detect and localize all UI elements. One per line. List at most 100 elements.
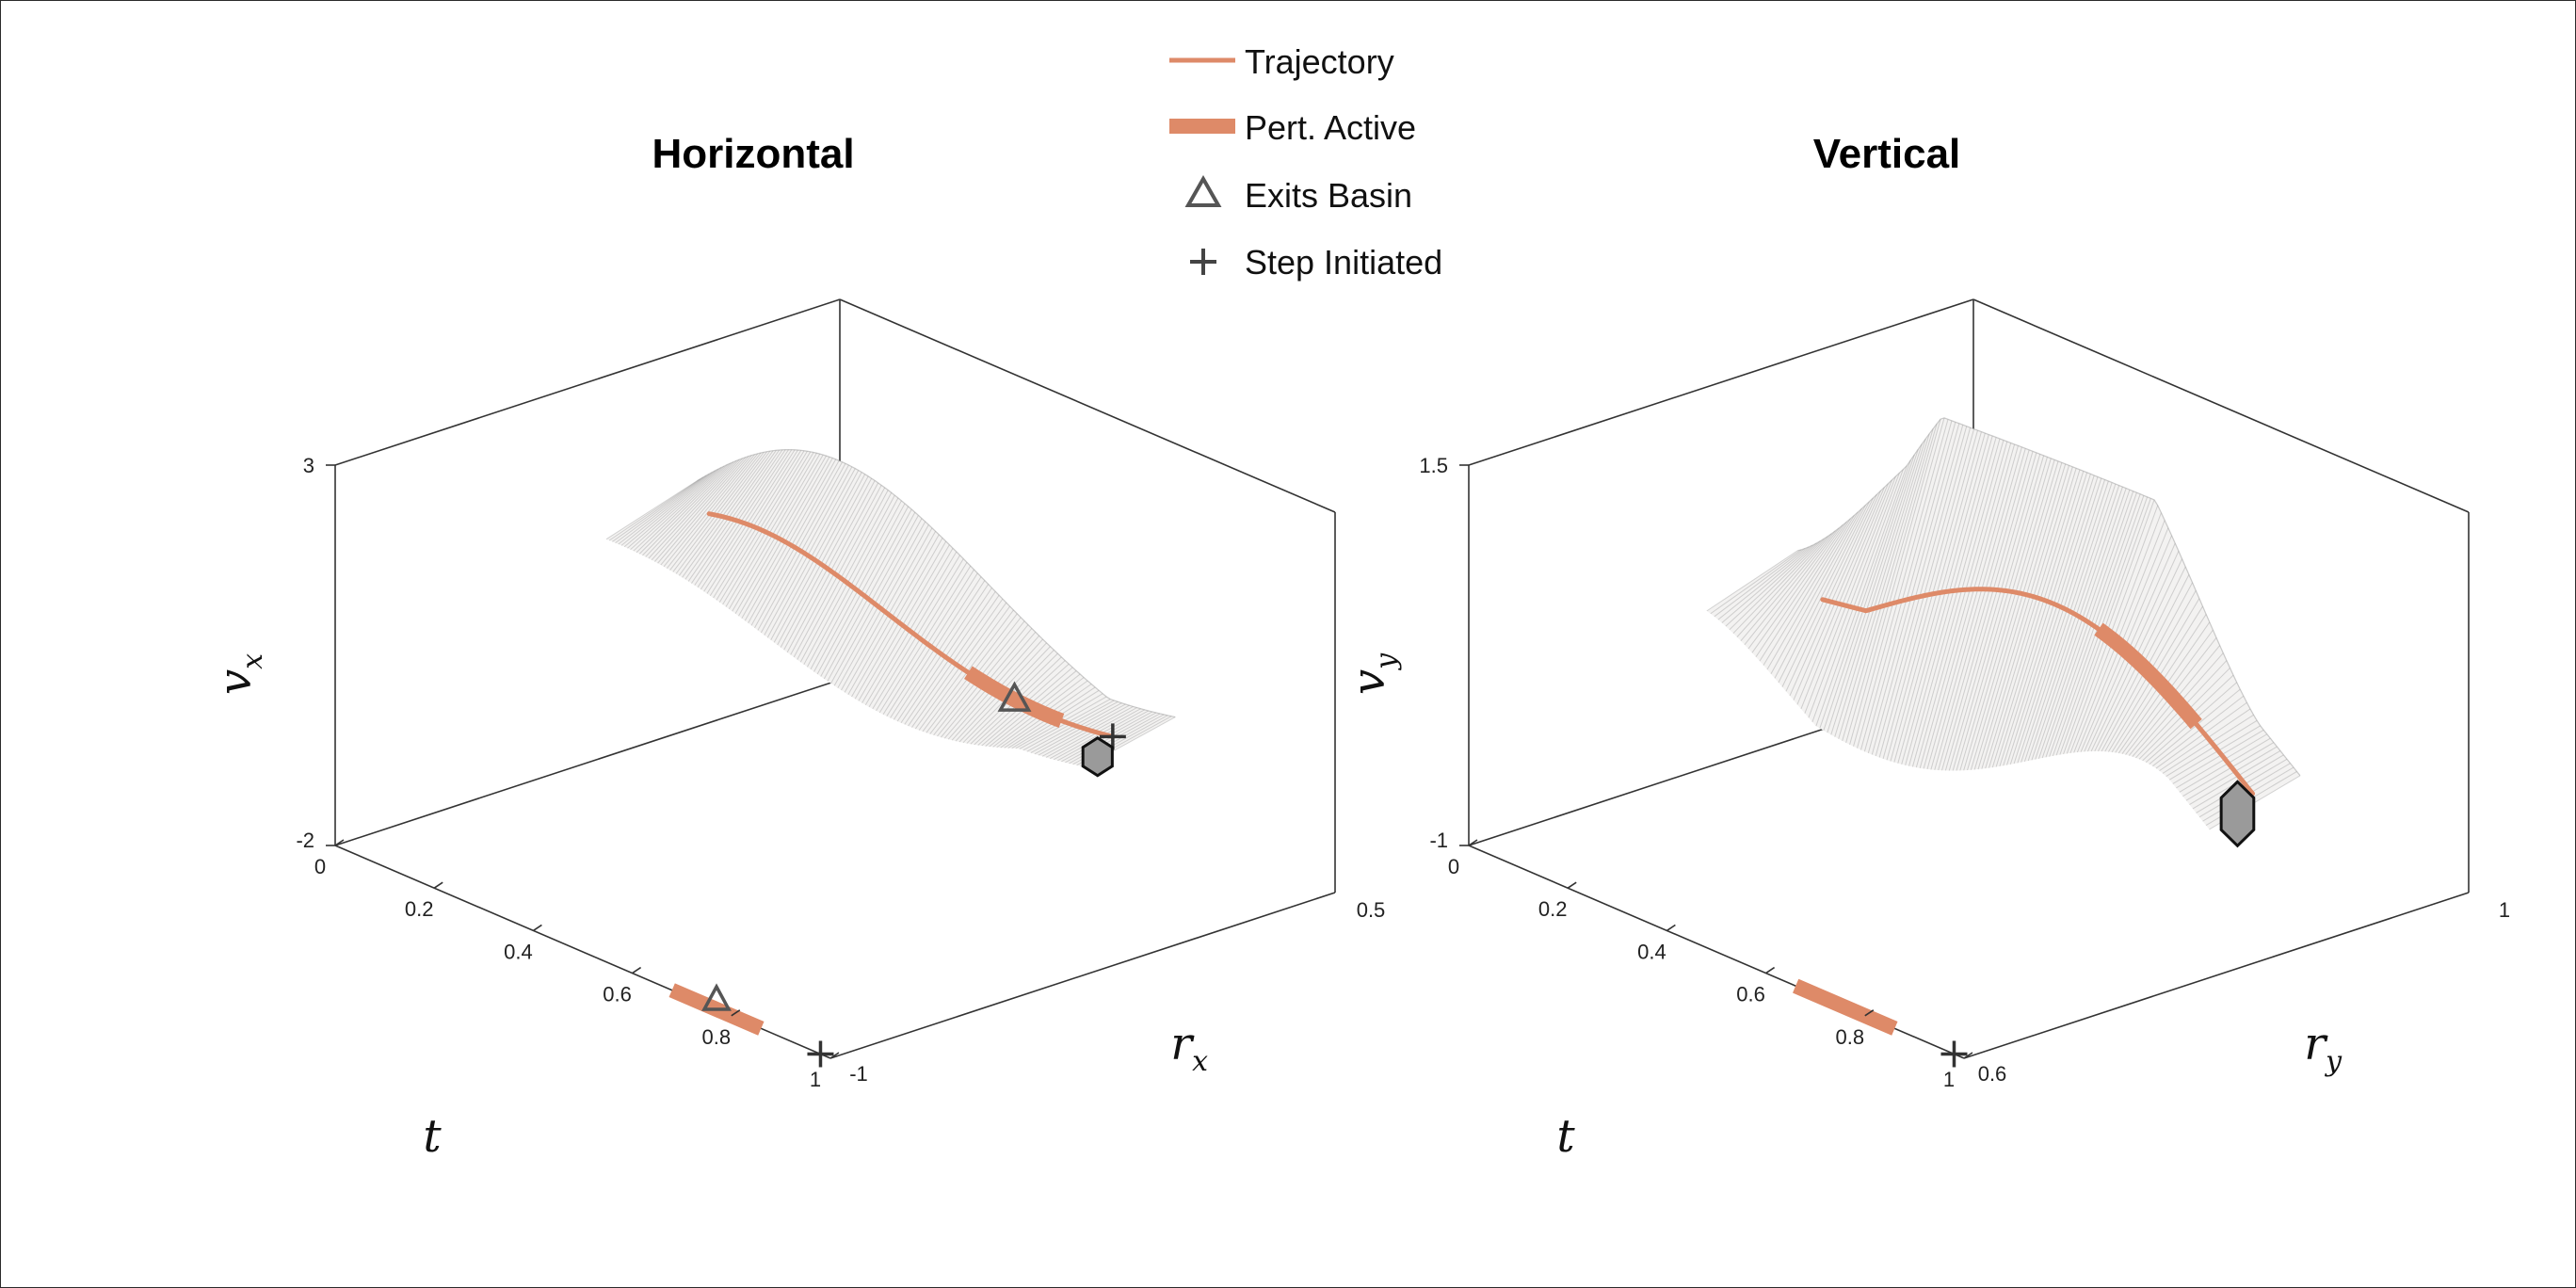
r-tick-label: 1 bbox=[2499, 898, 2510, 922]
surface-mesh-line bbox=[816, 506, 910, 675]
surface-mesh-line bbox=[1815, 465, 1908, 727]
legend-pert-active-label: Pert. Active bbox=[1245, 108, 1416, 147]
surface-mesh-line bbox=[1819, 459, 1911, 729]
surface-mesh-line bbox=[780, 477, 873, 648]
surface-mesh-line bbox=[766, 470, 860, 638]
surface-mesh-line bbox=[638, 462, 732, 555]
t-tick-label: 0.2 bbox=[405, 897, 434, 921]
surface-mesh-line bbox=[1941, 451, 2034, 771]
surface-mesh-line bbox=[722, 452, 814, 605]
surface-mesh-line bbox=[660, 455, 752, 566]
surface-mesh-line bbox=[636, 464, 728, 554]
v-axis-label: vx bbox=[209, 653, 269, 695]
surface-mesh-line bbox=[1785, 493, 1877, 692]
surface-mesh-line bbox=[1860, 420, 1953, 750]
surface-mesh-line bbox=[1908, 438, 2001, 766]
t-tick-mark bbox=[1468, 839, 1478, 846]
surface-mesh-line bbox=[1793, 487, 1885, 700]
t-tick-mark bbox=[829, 1052, 840, 1059]
surface-mesh-line bbox=[876, 562, 968, 712]
axis-box-edge bbox=[334, 679, 841, 846]
surface-mesh-line bbox=[678, 450, 771, 576]
surface-mesh-line bbox=[1789, 491, 1881, 697]
legend-triangle-icon bbox=[1184, 174, 1222, 207]
surface-mesh-line bbox=[2063, 499, 2155, 755]
surface-mesh-line bbox=[2162, 714, 2254, 774]
surface-mesh-line bbox=[1845, 424, 1938, 744]
surface-mesh-line bbox=[1706, 550, 1798, 612]
surface-mesh-line bbox=[1985, 468, 2077, 769]
surface-mesh-line bbox=[1875, 426, 1968, 757]
surface-mesh-line bbox=[1967, 460, 2059, 771]
panel-title: Horizontal bbox=[652, 131, 854, 177]
surface-mesh-line bbox=[744, 459, 837, 621]
surface-mesh-line bbox=[608, 478, 700, 541]
surface-mesh-line bbox=[675, 451, 767, 574]
panel-horizontal: Horizontal 0 0.2 0.4 0.6 0.8 1 -1 0.5 -2 3 t rx vx bbox=[209, 131, 1385, 1163]
surface-mesh-line bbox=[1863, 422, 1956, 752]
exits-basin-triangle-icon bbox=[997, 681, 1032, 712]
surface-mesh-line bbox=[2052, 495, 2145, 757]
surface-mesh-line bbox=[790, 485, 882, 655]
v-tick-label: 1.5 bbox=[1419, 454, 1448, 477]
surface-mesh-line bbox=[1897, 434, 1989, 764]
surface-mesh-line bbox=[663, 454, 755, 568]
legend-trajectory-label: Trajectory bbox=[1245, 42, 1394, 81]
surface-mesh-line bbox=[813, 503, 906, 672]
surface-mesh-line bbox=[2182, 742, 2275, 797]
surface-mesh-line bbox=[770, 472, 862, 641]
t-axis-label: t bbox=[423, 1110, 442, 1163]
t-tick-mark bbox=[731, 1009, 741, 1017]
surface-mesh-line bbox=[2066, 505, 2159, 754]
surface-mesh-line bbox=[709, 450, 802, 596]
t-tick-mark bbox=[1666, 924, 1676, 932]
surface-mesh-line bbox=[1853, 417, 1945, 747]
surface-mesh-line bbox=[1842, 428, 1934, 741]
panel-title: Vertical bbox=[1813, 131, 1961, 177]
surface-mesh-line bbox=[633, 465, 725, 552]
surface-mesh-line bbox=[1717, 546, 1810, 620]
surface-mesh-line bbox=[799, 492, 893, 663]
end-hexagon-icon bbox=[1081, 735, 1114, 778]
surface-mesh-line bbox=[669, 452, 762, 571]
t-tick-label: 0.6 bbox=[603, 983, 632, 1006]
surface-mesh-line bbox=[741, 458, 833, 619]
surface-mesh-line bbox=[786, 482, 879, 653]
surface-mesh-line bbox=[864, 551, 958, 705]
surface-mesh-line bbox=[2159, 708, 2251, 772]
surface-mesh-line bbox=[1811, 469, 1904, 723]
surface-mesh-line bbox=[630, 467, 722, 551]
surface-mesh-line bbox=[605, 480, 698, 540]
surface-mesh-line bbox=[1838, 433, 1930, 739]
surface-mesh-line bbox=[833, 521, 926, 686]
surface-mesh-line bbox=[1911, 440, 2004, 767]
surface-mesh-line bbox=[1973, 463, 2067, 770]
surface-mesh-line bbox=[1827, 449, 1919, 733]
surface-mesh-line bbox=[1849, 418, 1941, 746]
surface-mesh-line bbox=[700, 449, 793, 590]
surface-mesh-line bbox=[777, 475, 869, 646]
surface-mesh-line bbox=[1893, 432, 1986, 763]
t-tick-mark bbox=[433, 881, 443, 889]
surface-mesh-line bbox=[878, 565, 972, 714]
surface-mesh-line bbox=[823, 511, 916, 680]
surface-mesh-line bbox=[793, 487, 886, 658]
t-tick-label: 0 bbox=[314, 855, 326, 878]
surface-mesh-line bbox=[872, 558, 964, 710]
surface-mesh-line bbox=[1901, 435, 1993, 765]
surface-mesh-line bbox=[2176, 733, 2268, 789]
surface-mesh-line bbox=[2023, 483, 2117, 763]
axis-box-edge bbox=[839, 298, 1336, 513]
surface-mesh-line bbox=[1781, 497, 1874, 687]
surface-mesh-line bbox=[691, 449, 783, 584]
surface-mesh-line bbox=[1923, 443, 2016, 769]
t-tick-mark bbox=[632, 966, 642, 974]
surface-mesh-line bbox=[2009, 477, 2102, 765]
surface-mesh-line bbox=[1938, 449, 2030, 771]
t-axis-label: t bbox=[1556, 1110, 1575, 1163]
surface-mesh-line bbox=[694, 449, 786, 586]
surface-mesh-line bbox=[1755, 521, 1847, 657]
surface-mesh-line bbox=[2006, 476, 2099, 765]
surface-mesh-line bbox=[1740, 533, 1832, 641]
